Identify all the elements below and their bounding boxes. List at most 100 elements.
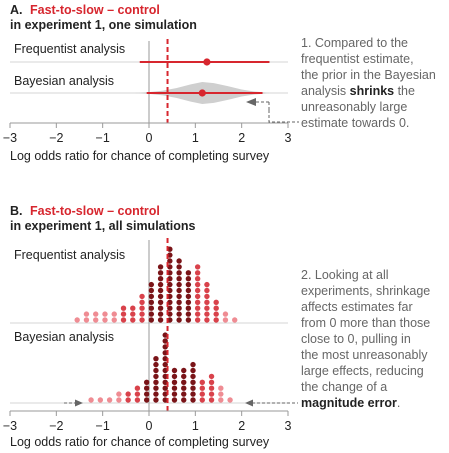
simulation-dot: [157, 293, 164, 300]
note1-line2: frequentist estimate,: [301, 52, 414, 66]
a-tick-label: 1: [192, 131, 199, 145]
simulation-dot: [162, 361, 168, 368]
simulation-dot: [176, 305, 182, 311]
panel-b: B. Fast-to-slow – control in experiment …: [3, 204, 430, 449]
simulation-dot: [208, 391, 215, 397]
simulation-dot: [185, 287, 192, 294]
simulation-dot: [204, 287, 210, 294]
simulation-dot: [148, 281, 155, 288]
panel-b-frequentist-dots: [74, 246, 238, 323]
panel-a-x-ticks: −3 −2 −1 0 1 2 3: [3, 123, 292, 145]
simulation-dot: [176, 281, 182, 288]
panel-a: A. Fast-to-slow – control in experiment …: [3, 3, 436, 163]
simulation-dot: [143, 391, 150, 397]
panel-b-letter: B.: [10, 204, 23, 218]
note1-line4-strong: shrinks: [350, 84, 395, 98]
simulation-dot: [190, 397, 196, 403]
a-tick-label: 2: [238, 131, 245, 145]
simulation-dot: [157, 270, 164, 276]
simulation-dot: [218, 397, 224, 403]
panel-a-bayesian-estimate: [198, 89, 206, 97]
b-tick-label: −1: [96, 419, 110, 433]
simulation-dot: [176, 311, 182, 317]
simulation-dot: [185, 293, 192, 300]
simulation-dot: [143, 385, 150, 391]
simulation-dot: [153, 379, 159, 385]
simulation-dot: [139, 293, 145, 300]
simulation-dot: [120, 305, 127, 311]
simulation-dot: [176, 287, 182, 294]
note2-line5: close to 0, pulling in: [301, 332, 411, 346]
simulation-dot: [176, 264, 182, 270]
simulation-dot: [130, 317, 136, 323]
simulation-dot: [157, 299, 164, 305]
simulation-dot: [181, 385, 187, 391]
panel-a-x-label: Log odds ratio for chance of completing …: [10, 149, 270, 163]
panel-a-title-accent: Fast-to-slow – control: [30, 3, 160, 17]
note2-left-arrowhead: [75, 399, 83, 407]
simulation-dot: [194, 270, 201, 276]
panel-b-label-bayesian: Bayesian analysis: [14, 330, 114, 344]
simulation-dot: [148, 299, 155, 305]
simulation-dot: [199, 397, 205, 403]
simulation-dot: [153, 367, 159, 374]
simulation-dot: [176, 293, 182, 300]
simulation-dot: [222, 311, 229, 317]
simulation-dot: [190, 385, 196, 391]
simulation-dot: [148, 287, 155, 294]
simulation-dot: [185, 299, 192, 305]
simulation-dot: [134, 397, 141, 403]
panel-a-label-frequentist: Frequentist analysis: [14, 42, 125, 56]
panel-a-label-bayesian: Bayesian analysis: [14, 74, 114, 88]
b-tick-label: −2: [49, 419, 63, 433]
simulation-dot: [181, 397, 187, 403]
a-tick-label: −3: [3, 131, 17, 145]
note2-line6: the most unreasonably: [301, 348, 428, 362]
simulation-dot: [190, 361, 196, 368]
simulation-dot: [227, 397, 233, 403]
simulation-dot: [139, 311, 145, 317]
simulation-dot: [204, 317, 210, 323]
note1-connector: [268, 110, 299, 123]
simulation-dot: [194, 311, 201, 317]
simulation-dot: [148, 305, 155, 311]
simulation-dot: [139, 317, 145, 323]
simulation-dot: [194, 317, 201, 323]
simulation-dot: [190, 391, 196, 397]
panel-b-bayesian-dots: [88, 332, 233, 403]
simulation-dot: [181, 379, 187, 385]
simulation-dot: [218, 391, 224, 397]
simulation-dot: [185, 305, 192, 311]
simulation-dot: [171, 373, 178, 380]
simulation-dot: [176, 258, 182, 264]
simulation-dot: [190, 379, 196, 385]
note2-line4: from 0 more than those: [301, 316, 430, 330]
panel-a-annotation: 1. Compared to the frequentist estimate,…: [246, 36, 436, 130]
note2-line2: experiments, shrinkage: [301, 284, 430, 298]
simulation-dot: [148, 311, 155, 317]
simulation-dot: [208, 373, 215, 380]
simulation-dot: [97, 397, 104, 403]
simulation-dot: [194, 287, 201, 294]
note1-line3: the prior in the Bayesian: [301, 68, 436, 82]
simulation-dot: [116, 397, 122, 403]
simulation-dot: [199, 379, 205, 385]
simulation-dot: [157, 311, 164, 317]
simulation-dot: [167, 281, 173, 288]
note2-line1: 2. Looking at all: [301, 268, 389, 282]
simulation-dot: [130, 305, 136, 311]
note2-line8: the change of a: [301, 380, 387, 394]
simulation-dot: [157, 264, 164, 270]
simulation-dot: [88, 397, 94, 403]
simulation-dot: [171, 397, 178, 403]
simulation-dot: [194, 299, 201, 305]
simulation-dot: [111, 311, 117, 317]
simulation-dot: [213, 311, 219, 317]
simulation-dot: [213, 299, 219, 305]
a-tick-label: 3: [285, 131, 292, 145]
note1-line1: 1. Compared to the: [301, 36, 408, 50]
simulation-dot: [176, 270, 182, 276]
panel-b-x-ticks: −3 −2 −1 0 1 2 3: [3, 411, 292, 433]
simulation-dot: [83, 311, 90, 317]
simulation-dot: [181, 373, 187, 380]
